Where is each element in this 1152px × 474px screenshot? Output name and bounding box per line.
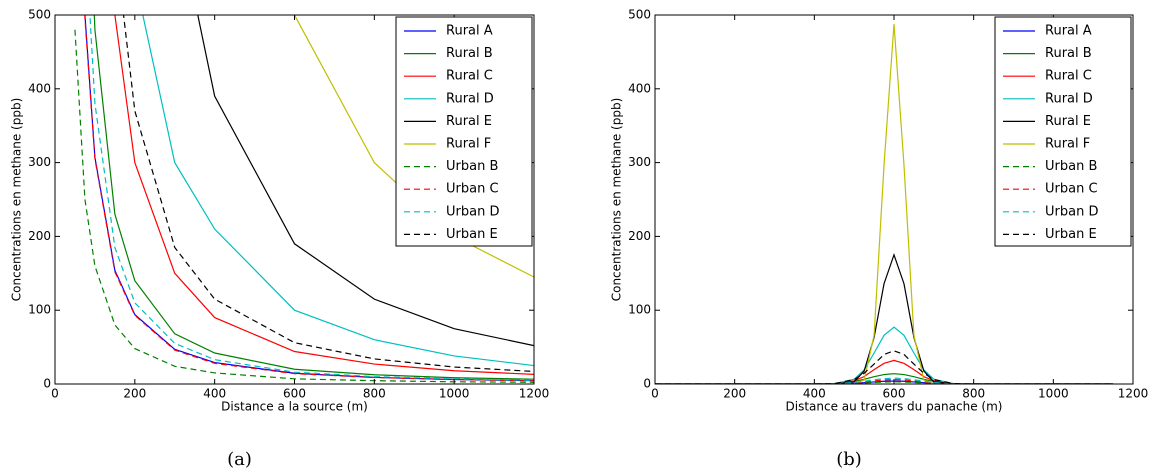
series-line bbox=[197, 15, 534, 347]
y-tick-label: 100 bbox=[628, 303, 651, 317]
legend-label: Rural D bbox=[1045, 91, 1093, 106]
legend-label: Urban B bbox=[446, 159, 498, 174]
legend-label: Urban E bbox=[1045, 227, 1097, 242]
legend-label: Rural B bbox=[446, 46, 493, 61]
x-tick-label: 400 bbox=[203, 387, 226, 401]
legend-label: Rural F bbox=[1045, 137, 1090, 152]
x-tick-label: 200 bbox=[123, 387, 146, 401]
y-tick-label: 0 bbox=[643, 377, 651, 391]
series-line bbox=[655, 350, 1114, 384]
y-axis-label: Concentrations en methane (ppb) bbox=[10, 98, 24, 302]
series-line bbox=[655, 373, 1114, 384]
x-axis-label: Distance au travers du panache (m) bbox=[786, 400, 1003, 414]
x-tick-label: 600 bbox=[883, 387, 906, 401]
series-line bbox=[93, 15, 534, 380]
x-tick-label: 1200 bbox=[519, 387, 550, 401]
legend-label: Rural C bbox=[446, 69, 493, 84]
series-line bbox=[655, 326, 1114, 384]
x-axis-label: Distance a la source (m) bbox=[221, 400, 368, 414]
legend-box bbox=[395, 16, 533, 247]
y-tick-label: 200 bbox=[28, 229, 51, 243]
caption: (b) bbox=[836, 449, 862, 470]
legend-label: Rural A bbox=[446, 24, 493, 39]
legend-label: Rural C bbox=[1045, 69, 1092, 84]
y-tick-label: 0 bbox=[43, 377, 51, 391]
y-tick-label: 300 bbox=[628, 155, 651, 169]
series-line bbox=[114, 15, 534, 376]
x-tick-label: 200 bbox=[723, 387, 746, 401]
legend-label: Rural E bbox=[1045, 114, 1091, 129]
series-line bbox=[142, 15, 534, 367]
y-tick-label: 500 bbox=[628, 8, 651, 22]
y-tick-label: 200 bbox=[628, 229, 651, 243]
x-tick-label: 600 bbox=[283, 387, 306, 401]
x-tick-label: 1000 bbox=[1038, 387, 1069, 401]
legend-label: Rural F bbox=[446, 137, 491, 152]
x-tick-label: 1200 bbox=[1118, 387, 1149, 401]
x-tick-label: 800 bbox=[962, 387, 985, 401]
x-tick-label: 0 bbox=[51, 387, 59, 401]
legend-label: Urban E bbox=[446, 227, 498, 242]
series-line bbox=[84, 15, 534, 382]
legend-label: Urban C bbox=[1045, 182, 1098, 197]
series-line bbox=[655, 23, 1114, 384]
caption: (a) bbox=[227, 449, 252, 470]
x-tick-label: 1000 bbox=[439, 387, 470, 401]
x-tick-label: 0 bbox=[651, 387, 659, 401]
series-line bbox=[655, 253, 1114, 384]
x-tick-label: 800 bbox=[363, 387, 386, 401]
legend-box bbox=[994, 16, 1132, 247]
legend-label: Urban B bbox=[1045, 159, 1097, 174]
legend-label: Rural D bbox=[446, 91, 494, 106]
legend-label: Rural A bbox=[1045, 24, 1092, 39]
y-tick-label: 400 bbox=[28, 81, 51, 95]
y-tick-label: 500 bbox=[28, 8, 51, 22]
x-tick-label: 400 bbox=[803, 387, 826, 401]
y-axis-label: Concentrations en methane (ppb) bbox=[610, 98, 624, 302]
series-line bbox=[655, 359, 1114, 384]
series-line bbox=[74, 29, 534, 383]
legend-label: Urban D bbox=[1045, 204, 1098, 219]
plot-area bbox=[74, 15, 534, 383]
y-tick-label: 100 bbox=[28, 303, 51, 317]
y-tick-label: 400 bbox=[628, 81, 651, 95]
legend-label: Urban D bbox=[446, 204, 499, 219]
y-tick-label: 300 bbox=[28, 155, 51, 169]
legend-label: Urban C bbox=[446, 182, 499, 197]
legend-label: Rural B bbox=[1045, 46, 1092, 61]
series-line bbox=[122, 15, 534, 373]
legend-label: Rural E bbox=[446, 114, 492, 129]
